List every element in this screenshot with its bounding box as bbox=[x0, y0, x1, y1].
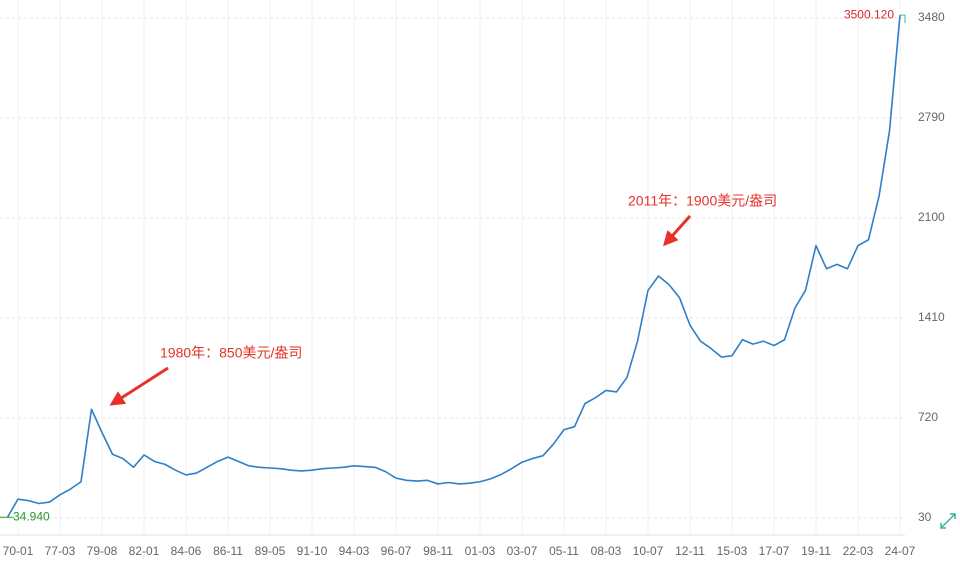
x-tick-label: 77-03 bbox=[45, 544, 76, 558]
x-tick-label: 82-01 bbox=[129, 544, 160, 558]
x-tick-label: 17-07 bbox=[759, 544, 790, 558]
x-tick-label: 19-11 bbox=[801, 544, 831, 558]
x-tick-label: 89-05 bbox=[255, 544, 286, 558]
y-tick-label: 3480 bbox=[918, 10, 945, 24]
x-tick-label: 01-03 bbox=[465, 544, 496, 558]
x-tick-label: 08-03 bbox=[591, 544, 622, 558]
x-tick-label: 15-03 bbox=[717, 544, 748, 558]
x-tick-label: 12-11 bbox=[675, 544, 705, 558]
y-tick-label: 720 bbox=[918, 410, 938, 424]
x-tick-label: 22-03 bbox=[843, 544, 874, 558]
x-tick-label: 94-03 bbox=[339, 544, 370, 558]
expand-icon[interactable] bbox=[940, 513, 956, 529]
value-label: 34.940 bbox=[13, 509, 50, 523]
annotation: 1980年：850美元/盎司 bbox=[160, 345, 302, 361]
x-tick-label: 98-11 bbox=[423, 544, 453, 558]
value-label: 3500.120 bbox=[844, 7, 894, 21]
x-tick-label: 86-11 bbox=[213, 544, 243, 558]
x-tick-label: 05-11 bbox=[549, 544, 579, 558]
x-tick-label: 24-07 bbox=[885, 544, 916, 558]
annotation-arrow bbox=[663, 215, 692, 247]
y-tick-label: 30 bbox=[918, 510, 932, 524]
annotation-arrow bbox=[109, 366, 169, 406]
y-tick-label: 2790 bbox=[918, 110, 945, 124]
x-tick-label: 70-01 bbox=[3, 544, 34, 558]
annotation: 2011年：1900美元/盎司 bbox=[628, 193, 777, 209]
y-tick-label: 2100 bbox=[918, 210, 945, 224]
x-tick-label: 10-07 bbox=[633, 544, 664, 558]
x-tick-label: 84-06 bbox=[171, 544, 202, 558]
x-tick-label: 03-07 bbox=[507, 544, 538, 558]
y-tick-label: 1410 bbox=[918, 310, 945, 324]
x-tick-label: 91-10 bbox=[297, 544, 328, 558]
price-line bbox=[6, 15, 901, 518]
x-tick-label: 79-08 bbox=[87, 544, 118, 558]
x-tick-label: 96-07 bbox=[381, 544, 412, 558]
